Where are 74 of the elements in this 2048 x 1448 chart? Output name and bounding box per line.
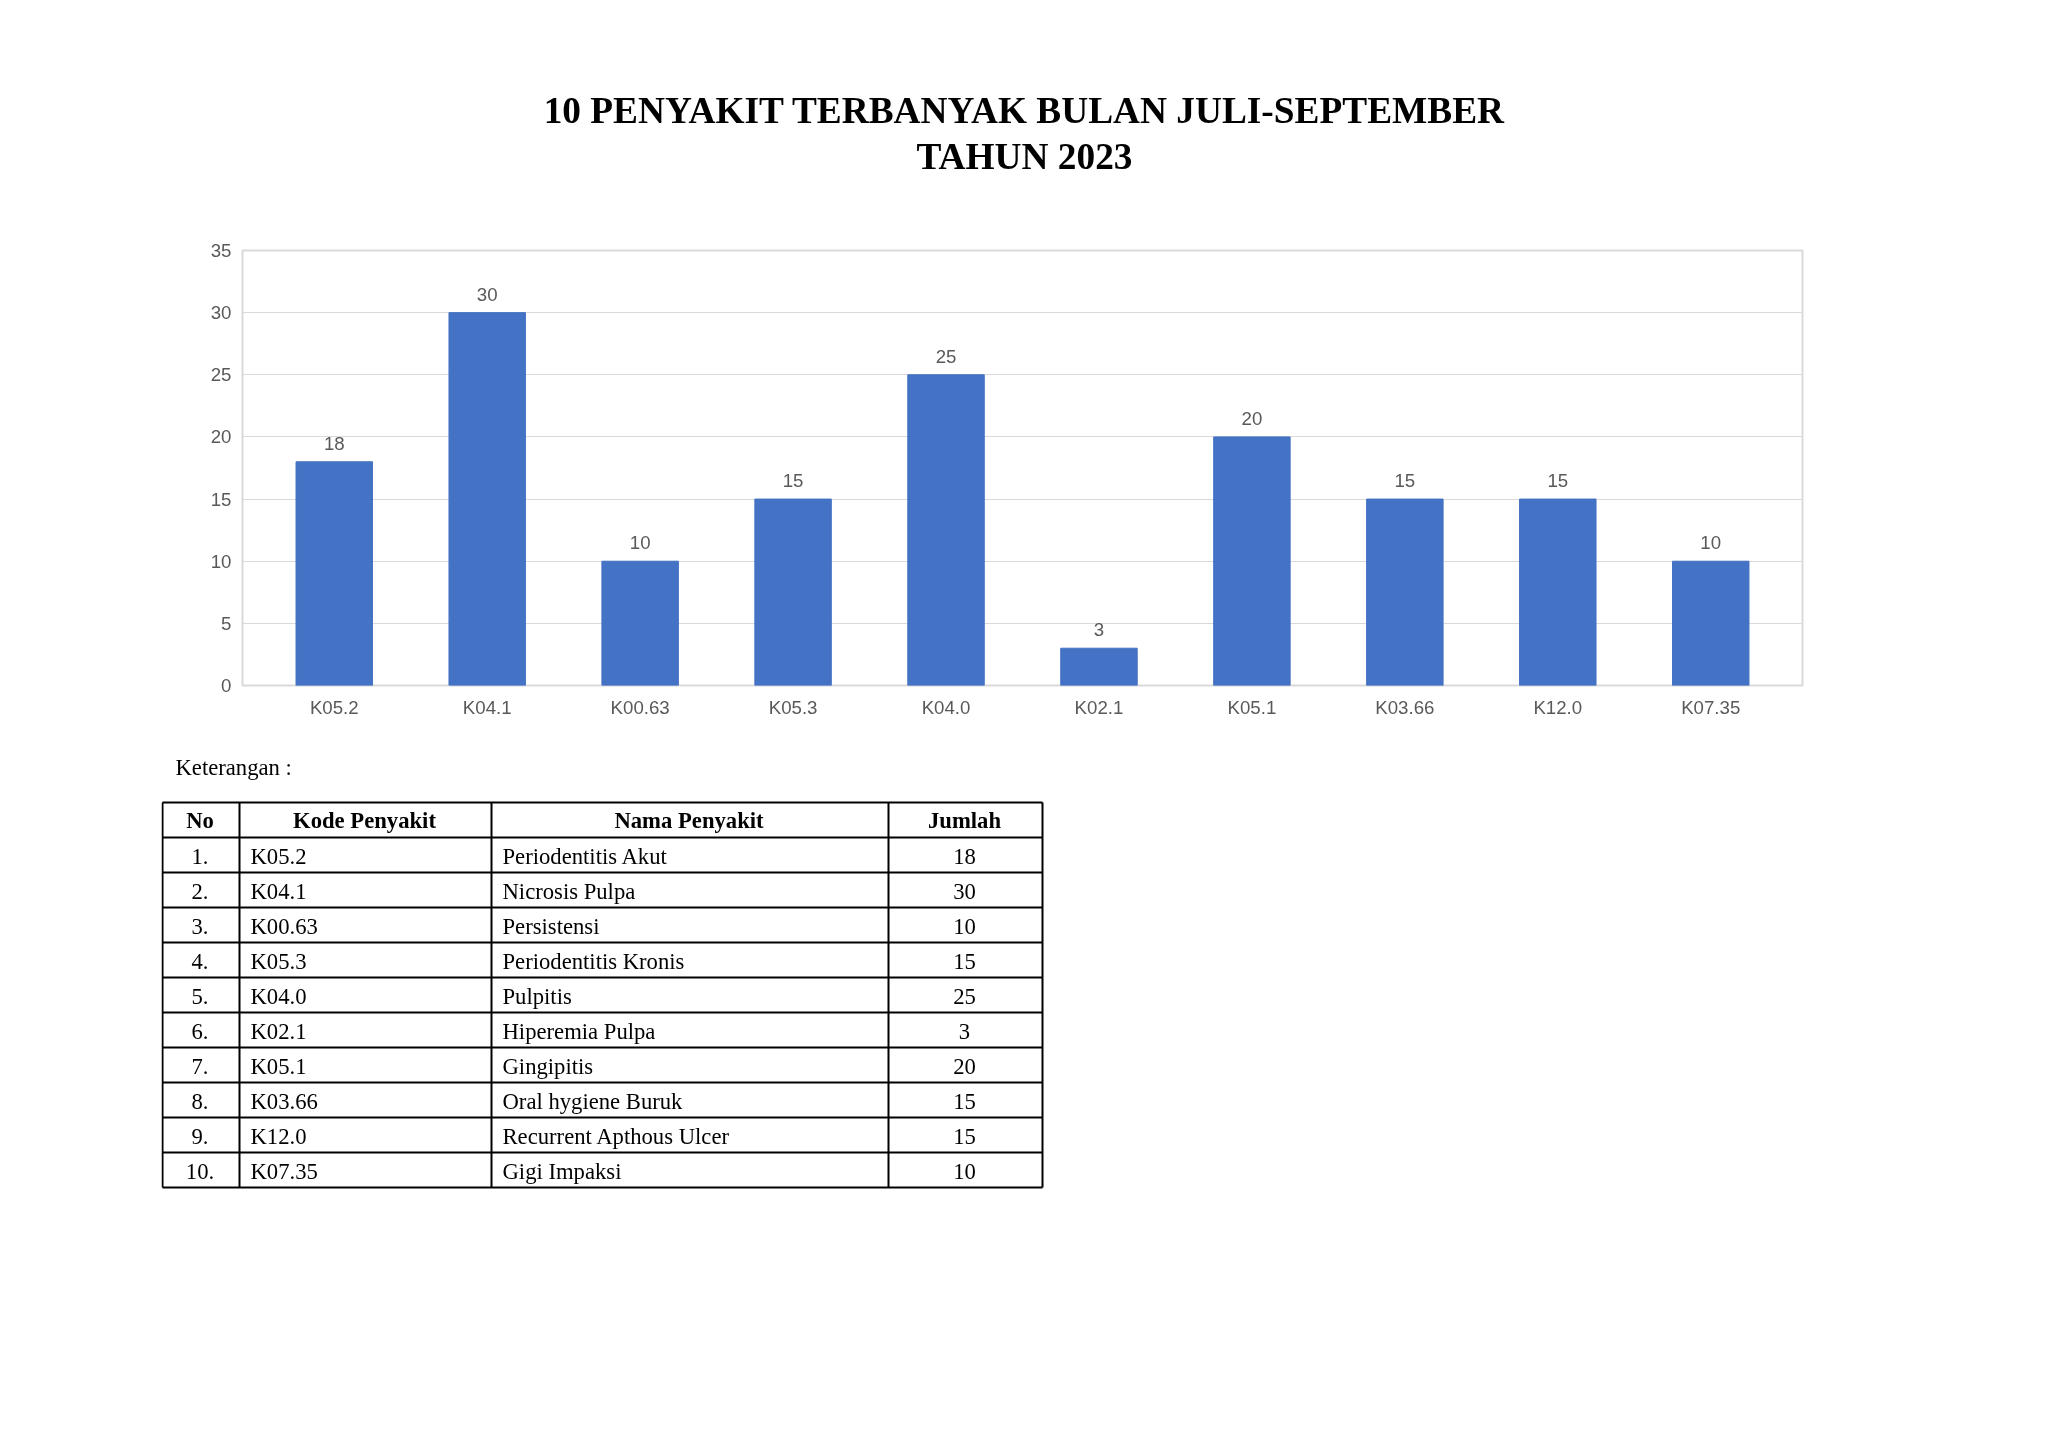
- data-label: 18: [323, 432, 345, 454]
- text: Gingipitis: [502, 1053, 594, 1079]
- text: 1.: [191, 843, 209, 869]
- text: 15: [953, 1123, 976, 1149]
- text: Hiperemia Pulpa: [502, 1018, 656, 1044]
- text: Recurrent Apthous Ulcer: [502, 1123, 730, 1149]
- text: 4.: [191, 948, 209, 974]
- text: Persistensi: [502, 913, 600, 939]
- y-tick-label: 25: [210, 364, 232, 386]
- text: 20: [953, 1053, 976, 1079]
- text: 3.: [191, 913, 209, 939]
- category-label: K04.0: [250, 983, 307, 1009]
- text: 7.: [191, 1053, 209, 1079]
- text: 30: [953, 878, 976, 904]
- x-tick-label: K04.1: [462, 696, 512, 718]
- text: Nama Penyakit: [614, 807, 765, 833]
- text: 8.: [191, 1088, 209, 1114]
- text: 15: [953, 948, 976, 974]
- text: 10: [953, 1158, 976, 1184]
- text: 9.: [191, 1123, 209, 1149]
- text: Oral hygiene Buruk: [502, 1088, 684, 1114]
- y-tick-label: 35: [210, 240, 232, 261]
- text: Keterangan :: [175, 755, 292, 780]
- text: Kode Penyakit: [293, 807, 437, 833]
- x-tick-label: K07.35: [1681, 696, 1741, 718]
- data-label: 15: [1547, 470, 1569, 492]
- data-label: 10: [1700, 532, 1722, 554]
- category-label: K05.3: [250, 948, 307, 974]
- category-label: K12.0: [250, 1123, 307, 1149]
- x-tick-label: K05.3: [768, 696, 818, 718]
- text: 2.: [191, 878, 209, 904]
- text: Gigi Impaksi: [502, 1158, 622, 1184]
- x-tick-label: K00.63: [610, 696, 670, 718]
- y-tick-label: 5: [221, 612, 232, 634]
- text: Periodentitis Akut: [502, 843, 668, 869]
- data-label: 3: [1093, 619, 1105, 641]
- text: Jumlah: [927, 807, 1002, 833]
- data-label: 20: [1241, 407, 1263, 429]
- data-label: 15: [782, 470, 804, 492]
- x-tick-label: K12.0: [1533, 696, 1583, 718]
- text: 10.: [185, 1158, 215, 1184]
- y-tick-label: 30: [210, 302, 232, 324]
- category-label: K05.2: [250, 843, 307, 869]
- text: 6.: [191, 1018, 209, 1044]
- chart-title: 10 PENYAKIT TERBANYAK BULAN JULI-SEPTEMBER TAHUN 2023: [543, 90, 1506, 177]
- x-tick-label: K05.2: [309, 696, 359, 718]
- data-label: 30: [476, 283, 498, 305]
- y-tick-label: 20: [210, 426, 232, 448]
- x-tick-label: K05.1: [1227, 696, 1277, 718]
- y-tick-label: 0: [221, 675, 232, 696]
- text: Pulpitis: [502, 983, 572, 1009]
- text: 3: [958, 1018, 971, 1044]
- x-tick-label: K02.1: [1074, 696, 1124, 718]
- text: 25: [953, 983, 976, 1009]
- text: 10: [953, 913, 976, 939]
- text: Nicrosis Pulpa: [502, 878, 636, 904]
- y-tick-label: 15: [210, 488, 232, 510]
- text: No: [186, 807, 214, 833]
- text: 18: [953, 843, 976, 869]
- x-tick-label: K04.0: [921, 696, 971, 718]
- x-tick-label: K03.66: [1375, 696, 1435, 718]
- category-label: K05.1: [250, 1053, 307, 1079]
- category-label: K00.63: [250, 913, 318, 939]
- category-label: K03.66: [250, 1088, 318, 1114]
- category-label: K02.1: [250, 1018, 307, 1044]
- category-label: K04.1: [250, 878, 307, 904]
- text: 15: [953, 1088, 976, 1114]
- text: 5.: [191, 983, 209, 1009]
- data-label: 10: [629, 532, 651, 554]
- y-tick-label: 10: [210, 550, 232, 572]
- category-label: K07.35: [250, 1158, 318, 1184]
- data-label: 15: [1394, 470, 1416, 492]
- text: Periodentitis Kronis: [502, 948, 685, 974]
- data-label: 25: [935, 345, 957, 367]
